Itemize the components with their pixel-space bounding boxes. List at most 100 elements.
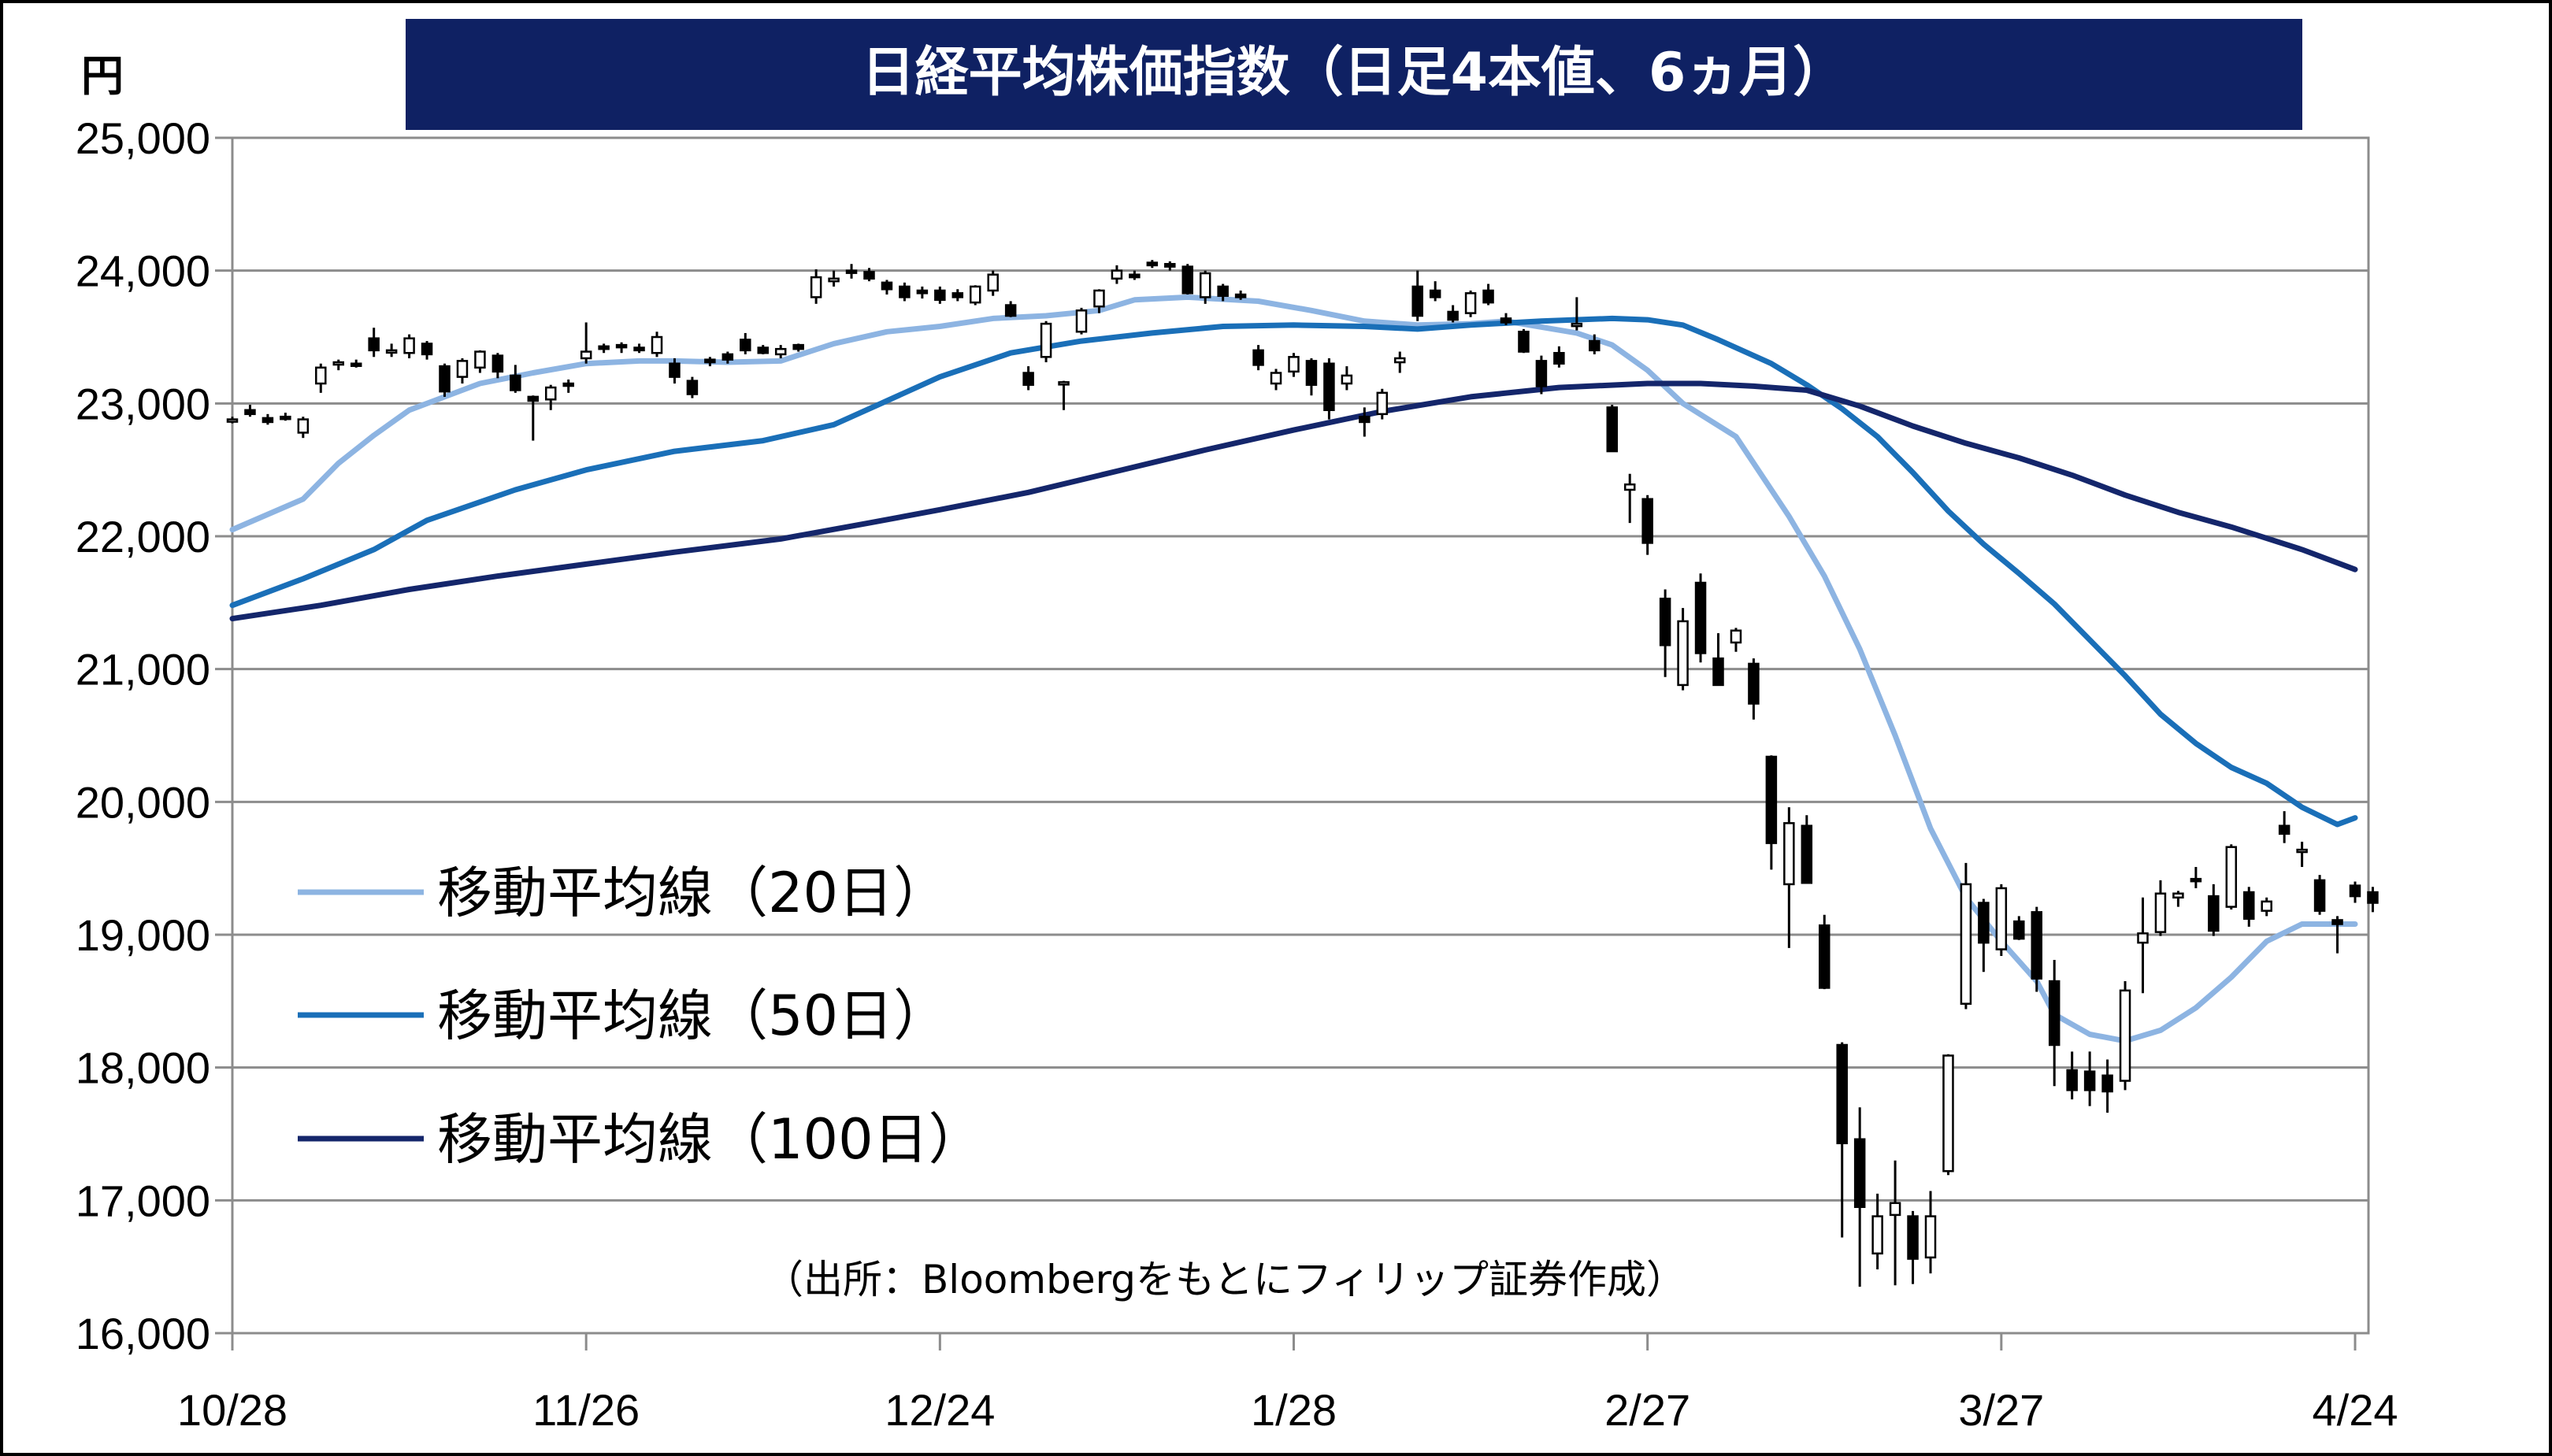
candle: [2331, 916, 2343, 954]
candle-body-down: [1305, 360, 1318, 386]
candle: [1978, 898, 1990, 973]
candle-body-up: [1871, 1215, 1883, 1255]
candle-body-down: [491, 354, 504, 373]
candle: [1411, 270, 1423, 321]
candle: [1659, 589, 1671, 677]
candle: [332, 359, 344, 371]
moving-average-lines: [229, 294, 2358, 1044]
candle-body-down: [845, 269, 858, 274]
candle-body-down: [2083, 1070, 2096, 1091]
candle: [2261, 897, 2272, 917]
candle-body-down: [757, 346, 769, 354]
candle: [1819, 914, 1831, 990]
candle-body-down: [244, 409, 256, 416]
candle: [2137, 897, 2149, 994]
candle: [881, 280, 893, 295]
candle-body-up: [1270, 372, 1282, 385]
candle-body-up: [987, 273, 999, 292]
candle-body-down: [1447, 310, 1459, 321]
candle: [580, 322, 592, 364]
y-tick-label: 23,000: [76, 379, 210, 428]
candle: [651, 332, 663, 358]
candle: [1004, 301, 1017, 317]
candle-body-up: [774, 347, 787, 356]
candle: [1589, 334, 1601, 354]
candle: [1960, 862, 1972, 1010]
candle-body-up: [1960, 883, 1972, 1005]
candle: [1164, 261, 1176, 271]
candle: [2048, 960, 2061, 1087]
candle-body-up: [226, 418, 239, 423]
candle-body-down: [792, 343, 804, 350]
candle-body-up: [810, 276, 822, 298]
candle-body-up: [1111, 269, 1123, 280]
candle: [2031, 906, 2042, 992]
candle-body-up: [2154, 892, 2167, 933]
candle: [562, 379, 574, 393]
candle-body-up: [332, 361, 344, 366]
candle-body-up: [828, 277, 840, 283]
candle-body-up: [2119, 989, 2131, 1082]
legend: 移動平均線（20日） 移動平均線（50日） 移動平均線（100日）: [298, 861, 984, 1172]
y-tick-label: 16,000: [76, 1309, 210, 1358]
candle-body-down: [863, 271, 875, 280]
candle: [1022, 366, 1034, 391]
candle: [2172, 891, 2184, 907]
candle: [226, 417, 239, 424]
candle-body-up: [1995, 887, 2008, 950]
candle-body-down: [2278, 824, 2290, 835]
y-axis-unit: 円: [81, 51, 124, 101]
candle-body-down: [2243, 891, 2255, 921]
candle-body-up: [1623, 483, 1636, 491]
candle: [951, 289, 964, 302]
candle-body-down: [1411, 285, 1423, 317]
candle: [2243, 887, 2255, 927]
candle: [280, 413, 291, 421]
candle-body-down: [1022, 372, 1034, 386]
candle-body-down: [1836, 1043, 1848, 1145]
candle-body-down: [1146, 261, 1159, 267]
candle-body-down: [1500, 317, 1512, 324]
candle: [2154, 880, 2167, 936]
candle: [1801, 815, 1813, 884]
candle-body-up: [1040, 322, 1052, 358]
candle: [774, 345, 787, 358]
candle-body-down: [1801, 824, 1813, 884]
candle: [403, 334, 415, 358]
candle: [1447, 305, 1459, 323]
y-tick-label: 17,000: [76, 1176, 210, 1225]
candle-body-down: [1853, 1138, 1866, 1209]
candle: [828, 270, 840, 287]
x-tick-label: 10/28: [177, 1385, 287, 1435]
candle: [1606, 405, 1618, 453]
candle-body-down: [1359, 415, 1371, 424]
candle-body-down: [368, 337, 380, 352]
candle: [1394, 351, 1406, 373]
candle-body-down: [1553, 351, 1565, 365]
candle: [1871, 1193, 1883, 1270]
candle: [491, 353, 504, 379]
candle: [633, 343, 645, 354]
candle-body-down: [2101, 1074, 2113, 1093]
candle: [1482, 283, 1494, 306]
candle: [757, 345, 769, 354]
candle: [845, 264, 858, 279]
candle: [598, 343, 610, 354]
candle-body-down: [510, 374, 521, 391]
candle: [1836, 1042, 1848, 1238]
candle-body-down: [1712, 657, 1724, 687]
candle-body-up: [1783, 822, 1795, 886]
candle: [421, 341, 433, 360]
candle: [810, 269, 822, 304]
candle-body-down: [562, 382, 574, 387]
candle-body-down: [1234, 293, 1247, 298]
candle: [1129, 270, 1141, 280]
candle: [1765, 755, 1778, 870]
candle: [970, 285, 981, 306]
candle-body-up: [1058, 381, 1070, 386]
candle: [439, 363, 451, 397]
candle-body-up: [1571, 322, 1583, 328]
candle: [934, 286, 946, 304]
